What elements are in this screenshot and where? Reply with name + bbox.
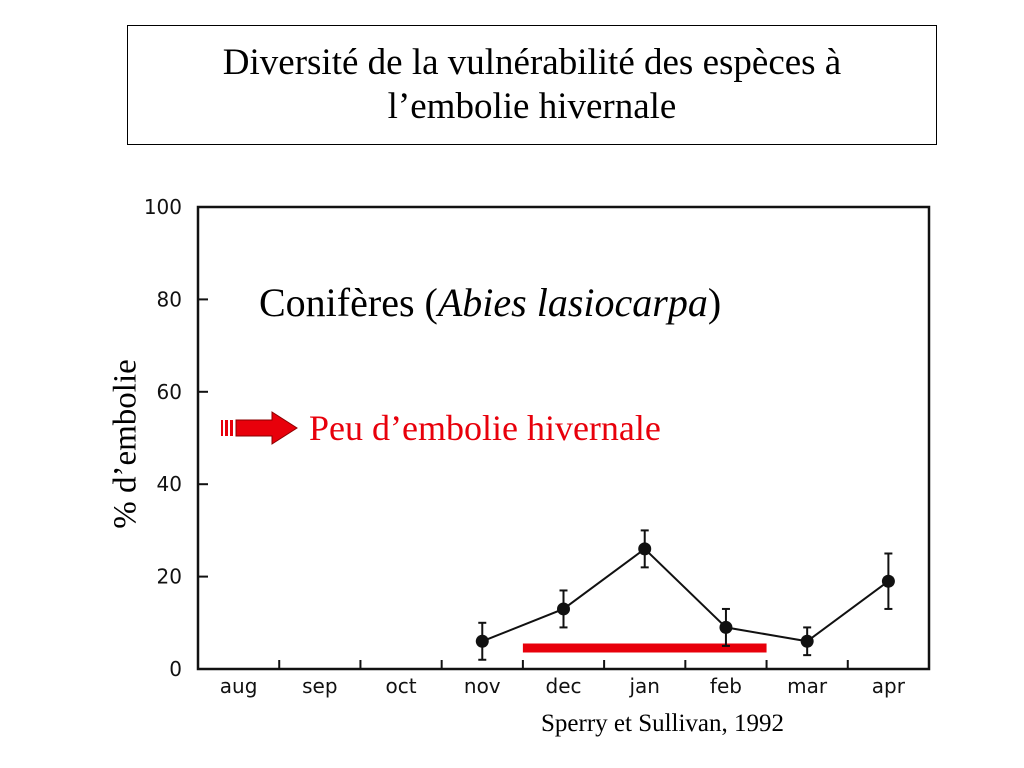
x-tick-label: apr <box>872 674 906 698</box>
subtitle-paren-close: ) <box>707 280 722 325</box>
x-tick-label: aug <box>220 674 258 698</box>
y-tick-label: 0 <box>169 657 182 681</box>
y-axis-label: % d’embolie <box>107 359 144 529</box>
subtitle-group: Conifères <box>259 280 415 325</box>
source-citation: Sperry et Sullivan, 1992 <box>541 710 785 737</box>
slide-title: Diversité de la vulnérabilité des espèce… <box>127 25 937 145</box>
subtitle-species: Abies lasiocarpa <box>437 280 708 325</box>
y-tick-label: 80 <box>157 287 182 311</box>
x-tick-label: dec <box>546 674 582 698</box>
axis-ticks <box>198 206 849 670</box>
series-line <box>481 547 889 643</box>
data-point <box>638 542 652 556</box>
data-point <box>475 634 489 648</box>
red-arrow-icon <box>221 411 298 445</box>
data-point <box>800 634 814 648</box>
y-tick-label: 100 <box>144 195 182 219</box>
data-point <box>881 574 895 588</box>
y-tick-label: 40 <box>157 472 182 496</box>
annotation-text: Peu d’embolie hivernale <box>309 408 661 448</box>
y-tick-label: 60 <box>157 380 182 404</box>
chart-subtitle: Conifères (Abies lasiocarpa) <box>259 279 721 326</box>
x-tick-label: sep <box>302 674 337 698</box>
x-tick-label: oct <box>386 674 417 698</box>
x-tick-label: mar <box>787 674 828 698</box>
x-tick-label: feb <box>710 674 742 698</box>
x-tick-label: nov <box>464 674 501 698</box>
embolism-series <box>475 529 895 661</box>
slide-title-line-1: Diversité de la vulnérabilité des espèce… <box>222 41 842 83</box>
x-tick-label: jan <box>628 674 660 698</box>
y-tick-label: 20 <box>157 565 182 589</box>
slide-title-line-2: l’embolie hivernale <box>387 86 677 127</box>
data-point <box>557 602 570 616</box>
data-point <box>719 620 733 634</box>
subtitle-paren-open: ( <box>414 280 438 325</box>
plot-frame <box>196 205 931 671</box>
tick-labels: 0 20 40 60 80 100 aug sep oct nov dec jan feb mar apr <box>144 195 906 698</box>
